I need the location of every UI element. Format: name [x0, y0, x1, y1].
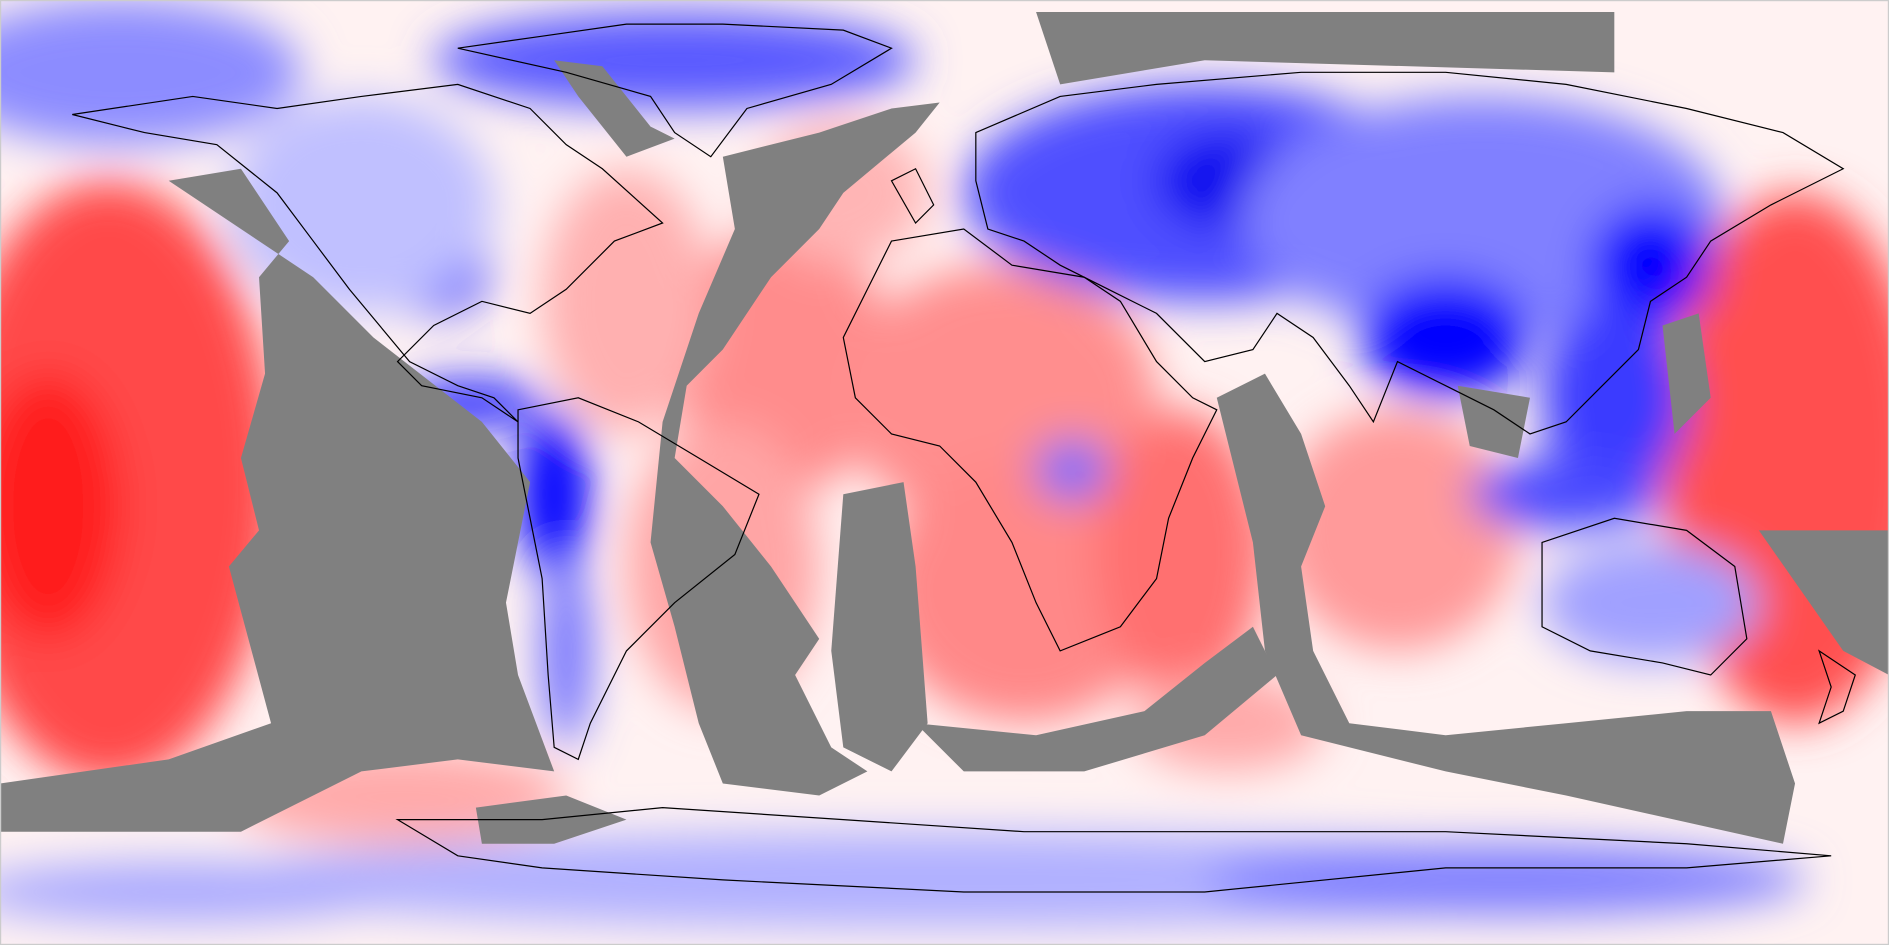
masked-regions — [0, 12, 1889, 844]
coastlines — [72, 23, 1856, 893]
